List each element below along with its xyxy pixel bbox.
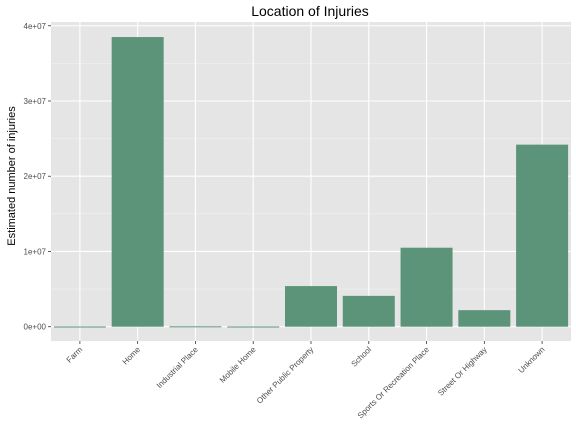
bar-mobile-home <box>227 326 280 328</box>
x-tick-label: Industrial Place <box>155 345 200 390</box>
x-tick-label: Other Public Property <box>255 345 315 405</box>
bars <box>53 37 569 328</box>
chart-title: Location of Injuries <box>251 3 369 19</box>
y-tick-label: 2e+07 <box>24 172 47 181</box>
x-tick-label: Street Or Highway <box>436 345 489 398</box>
x-axis: Farm Home Industrial Place Mobile HomeOther… <box>65 341 547 420</box>
y-tick-label: 3e+07 <box>24 97 47 106</box>
x-tick-label: Farm <box>65 345 85 365</box>
bar-industrial-place <box>169 326 222 328</box>
bar-school <box>342 295 395 327</box>
y-axis-label: Estimated number of injuries <box>6 106 18 246</box>
y-axis: 0e+00 1e+07 2e+07 3e+07 4e+07 <box>24 22 51 332</box>
y-tick-label: 0e+00 <box>24 323 47 332</box>
bar-sports-or-recreation-place <box>400 247 453 327</box>
bar-home <box>111 37 164 327</box>
x-tick-label: School <box>350 345 374 369</box>
bar-other-public-property <box>285 286 337 327</box>
x-tick-label: Mobile Home <box>218 345 258 385</box>
bar-street-or-highway <box>458 310 511 327</box>
x-tick-label: Home <box>121 345 143 367</box>
y-tick-label: 4e+07 <box>24 22 47 31</box>
y-tick-label: 1e+07 <box>24 247 47 256</box>
bar-unknown <box>516 144 569 327</box>
x-tick-label: Unknown <box>517 345 547 375</box>
bar-farm <box>53 326 106 328</box>
